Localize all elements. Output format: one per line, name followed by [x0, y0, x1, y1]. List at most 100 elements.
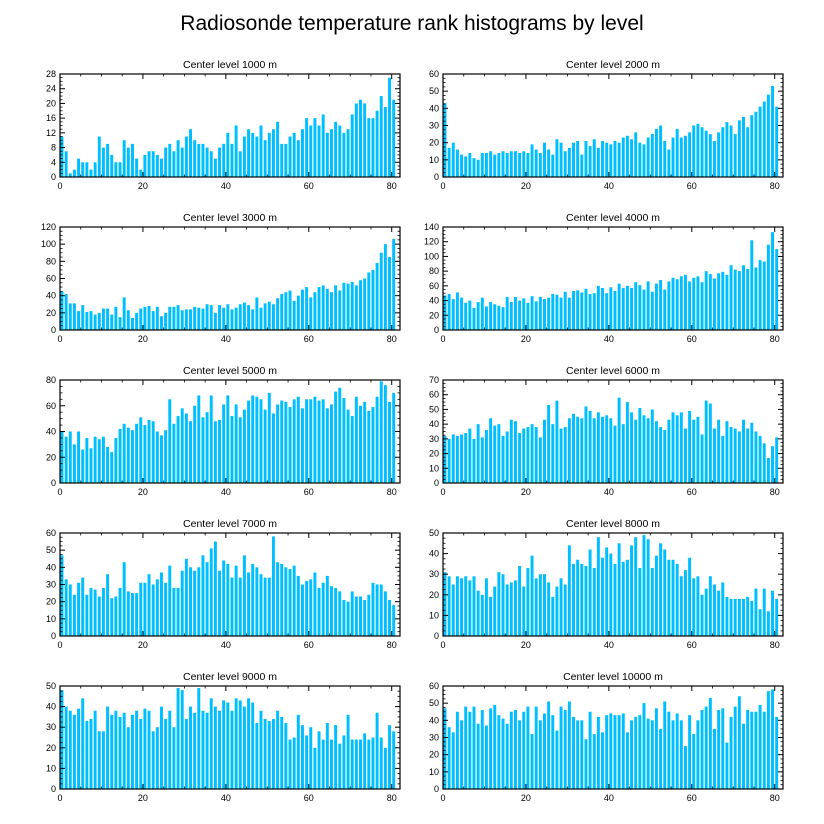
y-tick-label: 20: [429, 590, 439, 600]
histogram-bar: [576, 290, 580, 330]
histogram-bar: [729, 598, 733, 636]
y-tick-label: 0: [51, 631, 56, 641]
histogram-bar: [538, 296, 542, 330]
histogram-bar: [451, 584, 455, 636]
histogram-bar: [501, 307, 505, 330]
y-tick-label: 120: [41, 222, 56, 232]
histogram-bar: [300, 129, 304, 177]
histogram-bar: [284, 723, 288, 789]
histogram-bar: [480, 437, 484, 483]
histogram-bar: [704, 706, 708, 789]
y-tick-label: 8: [51, 143, 56, 153]
histogram-bar: [596, 285, 600, 330]
histogram-bar: [464, 156, 468, 177]
histogram-bar: [708, 403, 712, 483]
histogram-bar: [234, 307, 238, 330]
histogram-bar: [659, 728, 663, 789]
histogram-bar: [197, 688, 201, 789]
histogram-bar: [766, 691, 770, 789]
histogram-bar: [563, 584, 567, 636]
histogram-bar: [713, 140, 716, 177]
histogram-bar: [172, 587, 176, 636]
x-tick-label: 20: [138, 487, 148, 497]
histogram-bar: [464, 302, 468, 330]
histogram-bar: [367, 739, 371, 789]
y-tick-label: 24: [46, 84, 56, 94]
histogram-bar: [663, 140, 667, 177]
histogram-bar: [110, 452, 114, 483]
histogram-bar: [72, 444, 76, 484]
histogram-bar: [746, 710, 750, 789]
histogram-bar: [209, 548, 213, 636]
histogram-bar: [555, 730, 559, 789]
y-tick-label: 10: [46, 763, 56, 773]
histogram-bar: [201, 143, 205, 177]
histogram-bar: [729, 125, 733, 177]
histogram-bar: [679, 412, 683, 483]
histogram-bar: [114, 596, 118, 636]
histogram-bar: [717, 590, 721, 636]
histogram-bar: [222, 143, 226, 177]
histogram-bar: [484, 578, 488, 636]
histogram-bar: [160, 572, 163, 636]
histogram-bar: [526, 152, 530, 177]
y-tick-label: 10: [429, 610, 439, 620]
histogram-bar: [226, 132, 230, 177]
histogram-bar: [596, 147, 600, 177]
histogram-bar: [534, 149, 538, 177]
histogram-bar: [259, 574, 263, 636]
histogram-bar: [126, 427, 130, 483]
histogram-bar: [713, 278, 716, 330]
histogram-bar: [97, 136, 101, 177]
histogram-panel: Center level 9000 m 0 10 20 30 40 50 0 20 40 60 80: [46, 671, 401, 803]
histogram-bar: [547, 149, 551, 177]
x-tick-label: 0: [440, 487, 445, 497]
histogram-bar: [717, 710, 721, 789]
histogram-bar: [646, 418, 650, 483]
histogram-bar: [155, 306, 159, 330]
histogram-bar: [72, 169, 76, 177]
histogram-bar: [754, 431, 758, 483]
histogram-bar: [126, 147, 130, 177]
y-tick-label: 0: [51, 784, 56, 794]
x-tick-label: 20: [138, 640, 148, 650]
histogram-bar: [85, 721, 89, 789]
histogram-bar: [721, 708, 725, 789]
x-tick-label: 80: [770, 793, 780, 803]
histogram-bar: [679, 137, 683, 177]
histogram-bar: [234, 404, 238, 483]
y-tick-label: 0: [434, 784, 439, 794]
histogram-bar: [659, 279, 663, 330]
histogram-bar: [359, 596, 362, 636]
histogram-bar: [126, 591, 130, 636]
histogram-bar: [555, 294, 559, 330]
histogram-bar: [126, 727, 130, 789]
histogram-bar: [135, 593, 139, 636]
histogram-bar: [596, 412, 600, 483]
histogram-bar: [284, 567, 288, 636]
histogram-bar: [489, 708, 493, 789]
histogram-bar: [222, 700, 226, 789]
histogram-bar: [383, 107, 387, 177]
histogram-bar: [106, 308, 110, 330]
histogram-bar: [559, 578, 563, 636]
histogram-bar: [754, 267, 758, 330]
histogram-bar: [493, 704, 497, 789]
histogram-bar: [143, 582, 147, 636]
histogram-bar: [280, 563, 284, 636]
histogram-bar: [288, 569, 292, 636]
histogram-bar: [713, 584, 716, 636]
histogram-bar: [383, 747, 387, 789]
histogram-bar: [650, 568, 654, 636]
histogram-bar: [737, 598, 741, 636]
histogram-bar: [480, 594, 484, 636]
histogram-bar: [547, 701, 551, 789]
histogram-bar: [367, 594, 371, 636]
histogram-bar: [201, 308, 205, 330]
histogram-bar: [638, 568, 642, 636]
y-tick-label: 4: [51, 157, 56, 167]
x-tick-label: 40: [221, 487, 231, 497]
histogram-bar: [276, 298, 280, 330]
histogram-bar: [559, 706, 563, 789]
histogram-bar: [530, 734, 534, 789]
